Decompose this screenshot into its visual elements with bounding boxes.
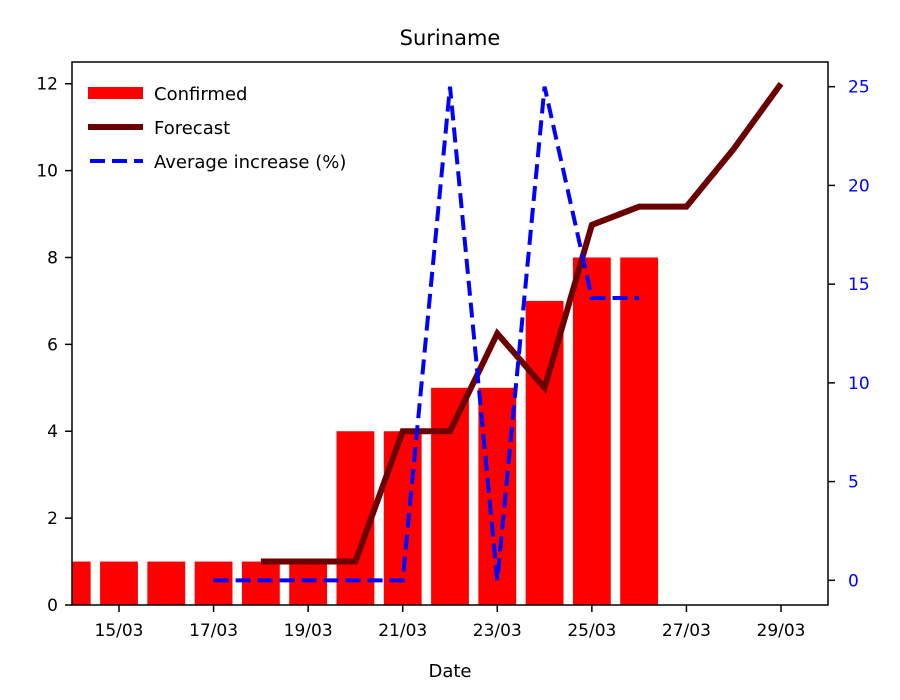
average-increase-line: [213, 86, 640, 583]
forecast-line: [260, 81, 784, 565]
legend-label-average-increase: Average increase (%): [154, 152, 346, 173]
legend-label-forecast: Forecast: [154, 118, 230, 139]
confirmed-bar: [572, 257, 611, 605]
x-tick-label: 27/03: [662, 621, 711, 641]
confirmed-bar: [289, 561, 328, 605]
axes-layer: 15/03 17/03 19/03 21/03 23/03 25/03 27/03 29/03…: [36, 61, 870, 641]
x-tick-label: 21/03: [378, 621, 427, 641]
x-axis-label: Date: [428, 661, 471, 682]
y-tick-label: 8: [47, 248, 58, 268]
y-tick-label: 0: [47, 596, 58, 616]
y-tick-label: 10: [36, 162, 58, 182]
y2-tick-label: 25: [848, 78, 870, 98]
x-tick-label: 25/03: [567, 621, 616, 641]
x-tick-label: 23/03: [473, 621, 522, 641]
y2-tick-label: 0: [848, 571, 859, 591]
y2-tick-label: 20: [848, 176, 870, 196]
x-tick-label: 19/03: [284, 621, 333, 641]
legend-swatch-confirmed: [88, 87, 143, 99]
confirmed-bar: [194, 561, 233, 605]
confirmed-bar: [431, 387, 469, 605]
y2-tick-label: 5: [848, 473, 859, 493]
legend-label-confirmed: Confirmed: [154, 84, 247, 105]
chart-title: Suriname: [400, 26, 501, 50]
confirmed-bar: [72, 561, 91, 605]
y-tick-label: 12: [36, 75, 58, 95]
y2-tick-label: 15: [848, 275, 870, 295]
plot-frame: [71, 61, 829, 606]
y2-tick-label: 10: [848, 374, 870, 394]
y-tick-label: 4: [47, 422, 58, 442]
legend: Confirmed Forecast Average increase (%): [88, 84, 346, 173]
y-tick-label: 6: [47, 335, 58, 355]
y-tick-label: 2: [47, 509, 58, 529]
confirmed-bar: [147, 561, 186, 605]
lines-layer: [213, 81, 784, 583]
confirmed-bar: [241, 561, 280, 605]
x-tick-label: 15/03: [95, 621, 144, 641]
x-tick-label: 29/03: [757, 621, 806, 641]
confirmed-bar: [620, 257, 659, 605]
confirmed-bar: [100, 561, 138, 605]
x-tick-label: 17/03: [189, 621, 238, 641]
